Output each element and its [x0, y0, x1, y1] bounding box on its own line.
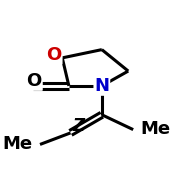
- Text: N: N: [94, 77, 109, 95]
- Text: O: O: [46, 46, 62, 64]
- Text: Me: Me: [3, 135, 33, 153]
- Text: O: O: [27, 72, 42, 90]
- Text: Z: Z: [73, 117, 85, 135]
- Text: Me: Me: [141, 120, 171, 138]
